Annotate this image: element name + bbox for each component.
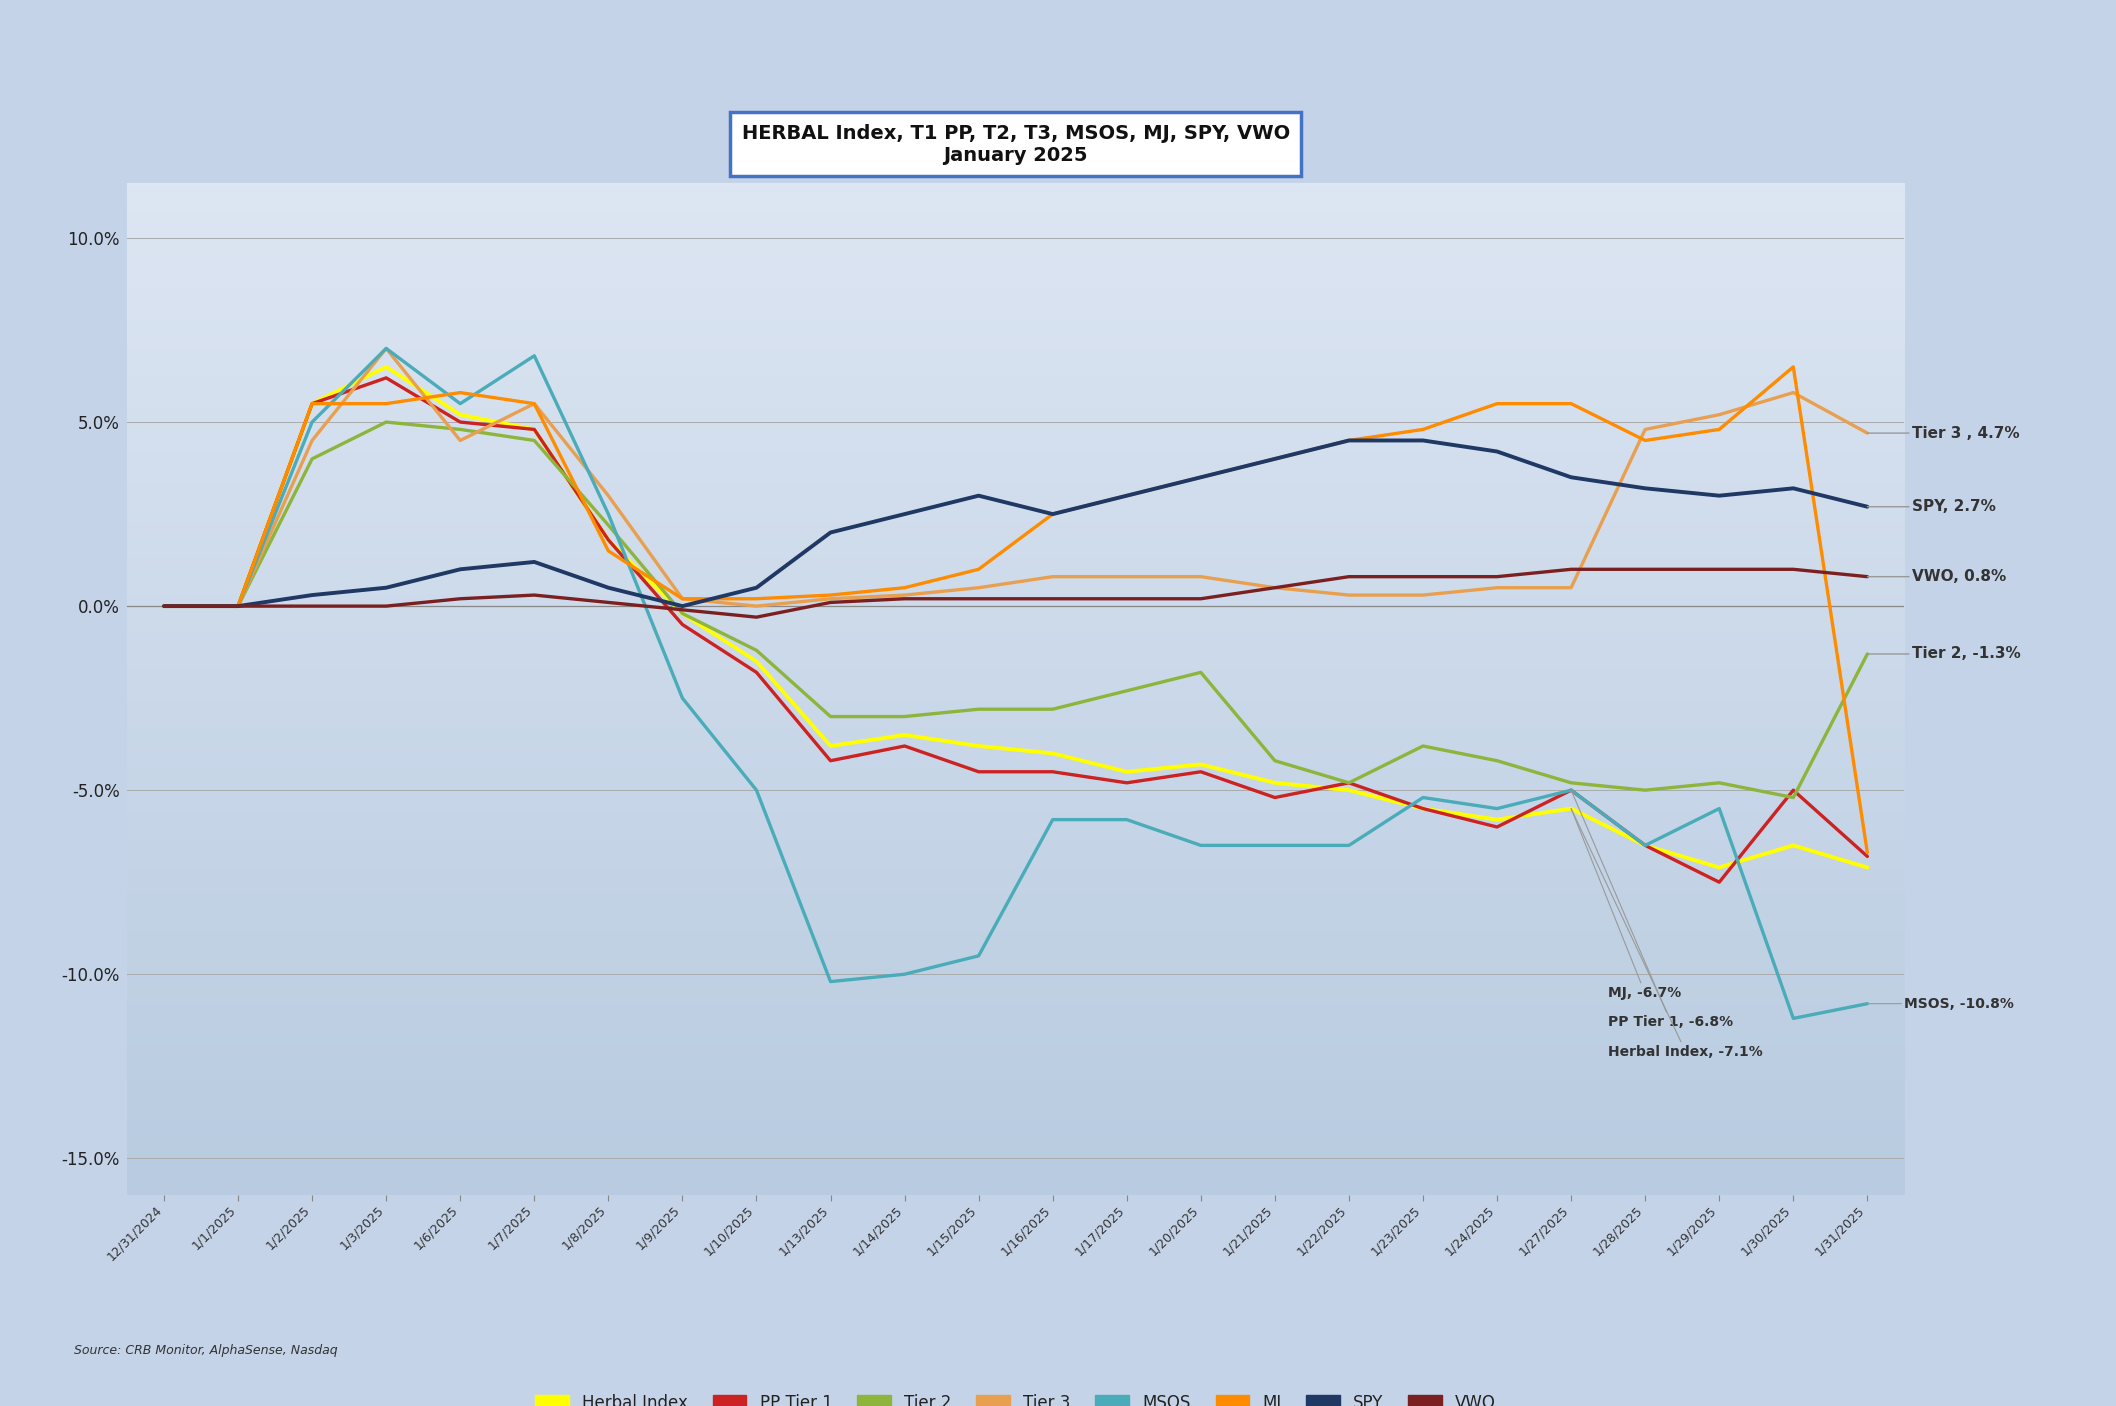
Text: PP Tier 1, -6.8%: PP Tier 1, -6.8% — [1570, 790, 1733, 1029]
Text: VWO, 0.8%: VWO, 0.8% — [1866, 569, 2006, 583]
Text: MJ, -6.7%: MJ, -6.7% — [1570, 808, 1682, 1000]
Text: Tier 3 , 4.7%: Tier 3 , 4.7% — [1866, 426, 2019, 440]
Text: MSOS, -10.8%: MSOS, -10.8% — [1866, 997, 2014, 1011]
Title: HERBAL Index, T1 PP, T2, T3, MSOS, MJ, SPY, VWO
January 2025: HERBAL Index, T1 PP, T2, T3, MSOS, MJ, S… — [741, 124, 1291, 165]
Text: Source: CRB Monitor, AlphaSense, Nasdaq: Source: CRB Monitor, AlphaSense, Nasdaq — [74, 1344, 339, 1357]
Legend: Herbal Index, PP Tier 1, Tier 2, Tier 3, MSOS, MJ, SPY, VWO: Herbal Index, PP Tier 1, Tier 2, Tier 3,… — [527, 1386, 1504, 1406]
Text: Tier 2, -1.3%: Tier 2, -1.3% — [1866, 647, 2021, 661]
Text: SPY, 2.7%: SPY, 2.7% — [1866, 499, 1995, 515]
Text: Herbal Index, -7.1%: Herbal Index, -7.1% — [1570, 808, 1763, 1059]
